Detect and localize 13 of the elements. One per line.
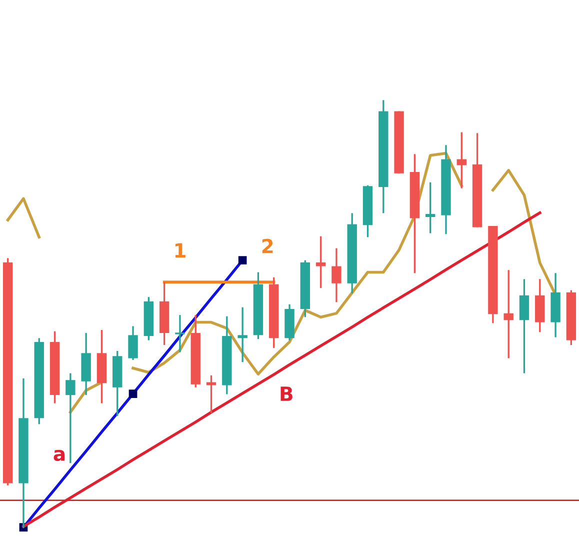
candlestick [456, 131, 466, 190]
candlestick [504, 269, 514, 360]
candlestick [332, 247, 342, 304]
annotation: a [54, 450, 64, 462]
candlestick [175, 314, 185, 354]
annotation: 2 [262, 238, 273, 254]
candlestick [425, 182, 436, 234]
annotation: 1 [175, 243, 186, 258]
candlestick [238, 306, 248, 363]
candlestick [66, 372, 76, 464]
annotation: B [280, 386, 292, 401]
candlestick [206, 374, 216, 414]
candlestick [128, 325, 138, 361]
